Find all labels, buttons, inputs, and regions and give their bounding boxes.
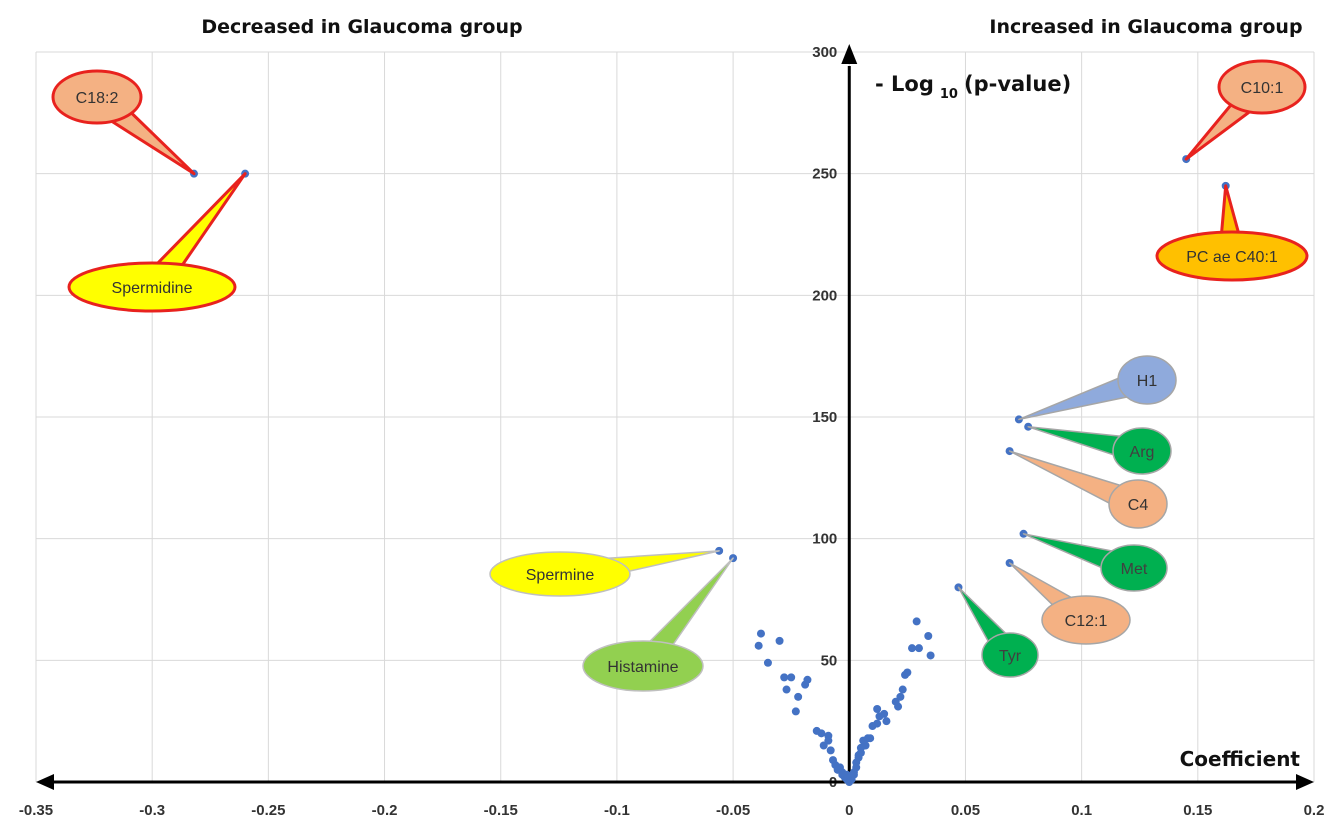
callout-label: Arg (1130, 444, 1155, 461)
data-points (190, 155, 1230, 786)
data-point (866, 734, 875, 743)
callout-bubble (582, 640, 704, 692)
data-point (763, 658, 772, 667)
data-point (849, 770, 858, 779)
data-point (882, 717, 891, 726)
y-tick-label: 50 (821, 652, 838, 669)
y-axis-label: - Log 10 (p-value) (875, 72, 1071, 102)
callout-label: C10:1 (1241, 80, 1284, 97)
callout-c12-1: C12:1 (1008, 562, 1131, 645)
callout-bubble (1108, 479, 1168, 529)
data-point (861, 741, 870, 750)
y-axis-arrow (841, 44, 858, 64)
callout-bubble (51, 69, 143, 125)
callout-bubble (1217, 59, 1307, 115)
y-axis-label-subscript: 10 (940, 87, 958, 102)
callout-bubble (67, 261, 237, 313)
data-point (896, 692, 905, 701)
x-tick-label: -0.1 (604, 802, 630, 819)
callout-label: C4 (1128, 497, 1149, 514)
data-point (924, 632, 933, 640)
x-axis-arrow-left (36, 774, 54, 790)
x-tick-label: 0.05 (951, 802, 980, 819)
x-tick-label: 0.15 (1183, 802, 1212, 819)
callout-pc-ae-c40-1: PC ae C40:1 (1155, 184, 1309, 282)
data-point (824, 731, 833, 740)
callout-tyr: Tyr (957, 586, 1039, 678)
data-point (817, 729, 826, 738)
x-tick-label: -0.2 (372, 802, 398, 819)
callout-bubble (489, 551, 631, 597)
y-tick-label: 200 (812, 287, 837, 304)
x-axis-arrow-right (1296, 774, 1314, 790)
x-axis-label: Coefficient (1180, 747, 1301, 771)
data-point (873, 705, 882, 713)
data-point (912, 617, 921, 626)
data-point (894, 702, 903, 711)
y-tick-label: 250 (812, 166, 837, 183)
callout-arg: Arg (1027, 425, 1172, 475)
data-point (754, 641, 763, 650)
data-point (873, 719, 882, 728)
callout-spermine: Spermine (489, 550, 720, 597)
data-point (926, 651, 935, 660)
x-tick-label: 0 (845, 802, 853, 819)
data-point (791, 707, 800, 716)
data-point (914, 644, 923, 653)
x-tick-label: -0.35 (19, 802, 53, 819)
callout-label: H1 (1137, 373, 1158, 390)
y-tick-label: 100 (812, 531, 837, 548)
data-point (880, 709, 889, 718)
data-point (803, 675, 812, 684)
callout-spermidine: Spermidine (67, 172, 247, 313)
x-tick-label: -0.05 (716, 802, 750, 819)
callout-c18-2: C18:2 (51, 69, 196, 176)
data-point (794, 692, 803, 701)
data-point (756, 629, 765, 638)
callout-label: Tyr (999, 648, 1022, 665)
data-point (903, 668, 912, 677)
data-point (775, 636, 784, 645)
callout-met: Met (1022, 533, 1168, 592)
data-point (826, 746, 835, 755)
data-point (898, 685, 907, 694)
callout-histamine: Histamine (582, 557, 734, 692)
callout-c10-1: C10:1 (1184, 59, 1307, 161)
callout-label: PC ae C40:1 (1186, 249, 1278, 266)
axes (36, 44, 1314, 790)
y-tick-label: 150 (812, 409, 837, 426)
x-tick-label: 0.1 (1071, 802, 1092, 819)
x-tick-label: -0.25 (251, 802, 285, 819)
callout-bubble (1155, 230, 1309, 282)
data-point (782, 685, 791, 694)
callout-bubble (981, 632, 1039, 678)
callout-bubble (1117, 355, 1177, 405)
callout-label: Histamine (607, 659, 678, 676)
callout-bubble (1112, 427, 1172, 475)
x-tick-label: 0.2 (1304, 802, 1325, 819)
callout-label: C12:1 (1065, 613, 1108, 630)
right-group-title: Increased in Glaucoma group (989, 16, 1302, 38)
callout-label: C18:2 (76, 90, 119, 107)
x-tick-label: -0.3 (139, 802, 165, 819)
callout-bubble (1041, 595, 1131, 645)
x-tick-label: -0.15 (484, 802, 518, 819)
left-group-title: Decreased in Glaucoma group (201, 16, 522, 38)
data-point (908, 644, 917, 653)
callout-label: Met (1121, 561, 1148, 578)
callout-h1: H1 (1018, 355, 1177, 421)
y-axis-label-prefix: - Log (875, 72, 934, 96)
callout-label: Spermidine (112, 280, 193, 297)
y-axis-label-suffix: (p-value) (964, 72, 1071, 96)
y-tick-label: 300 (812, 44, 837, 61)
callout-c4: C4 (1008, 450, 1168, 529)
data-point (787, 673, 796, 682)
annotation-callouts: C18:2 Spermidine C10:1 PC ae C40:1 H1 Arg C4 Me… (51, 59, 1309, 692)
callout-bubble (1100, 544, 1168, 592)
data-point (780, 673, 789, 682)
callout-label: Spermine (526, 567, 595, 584)
